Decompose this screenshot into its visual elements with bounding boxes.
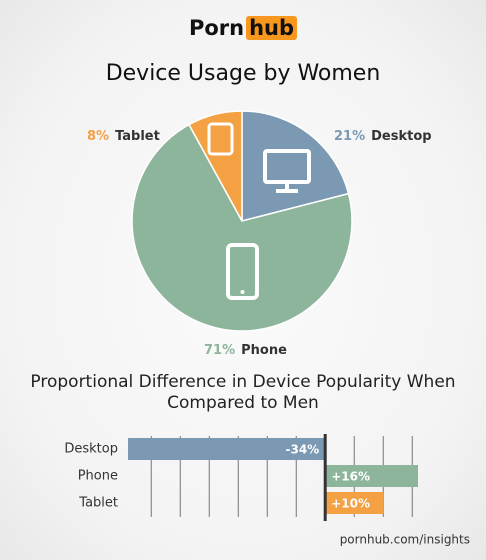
pie-value-label: 71% (204, 343, 235, 358)
y-tick-label: Phone (78, 469, 118, 484)
brand-first: Porn (188, 16, 245, 40)
desktop-icon (263, 149, 311, 184)
tablet-icon (207, 122, 234, 156)
bar (325, 465, 418, 487)
pie-label: 21% Desktop (334, 129, 432, 144)
pie-label: 71% Phone (204, 343, 287, 358)
pie-title: Device Usage by Women (106, 61, 381, 86)
phone-icon (226, 243, 259, 300)
pie-value-label: 8% (87, 129, 109, 144)
pie-label: 8% Tablet (87, 129, 160, 144)
y-tick-label: Desktop (64, 442, 118, 457)
brand-second: hub (246, 16, 298, 40)
pie-value-label: 21% (334, 129, 365, 144)
bar-value-label: +16% (331, 470, 370, 484)
pie-category-label: Tablet (115, 129, 160, 144)
brand-logo: Porn hub (0, 16, 486, 40)
footer: pornhub.com/insights (340, 533, 470, 547)
icons (207, 122, 311, 300)
bar-value-label: -34% (285, 443, 319, 457)
pie (131, 110, 353, 332)
bar (128, 438, 326, 460)
pie-slice (131, 123, 353, 332)
pie-slice (187, 110, 243, 222)
bar-title: Proportional Difference in Device Popula… (30, 372, 456, 413)
pie-category-label: Desktop (371, 129, 431, 144)
y-tick-label: Tablet (78, 496, 118, 511)
bar (325, 492, 384, 514)
pie-category-label: Phone (241, 343, 287, 358)
pie-slice (241, 110, 350, 222)
phone-icon-button (240, 290, 245, 294)
bar-value-label: +10% (331, 497, 370, 511)
